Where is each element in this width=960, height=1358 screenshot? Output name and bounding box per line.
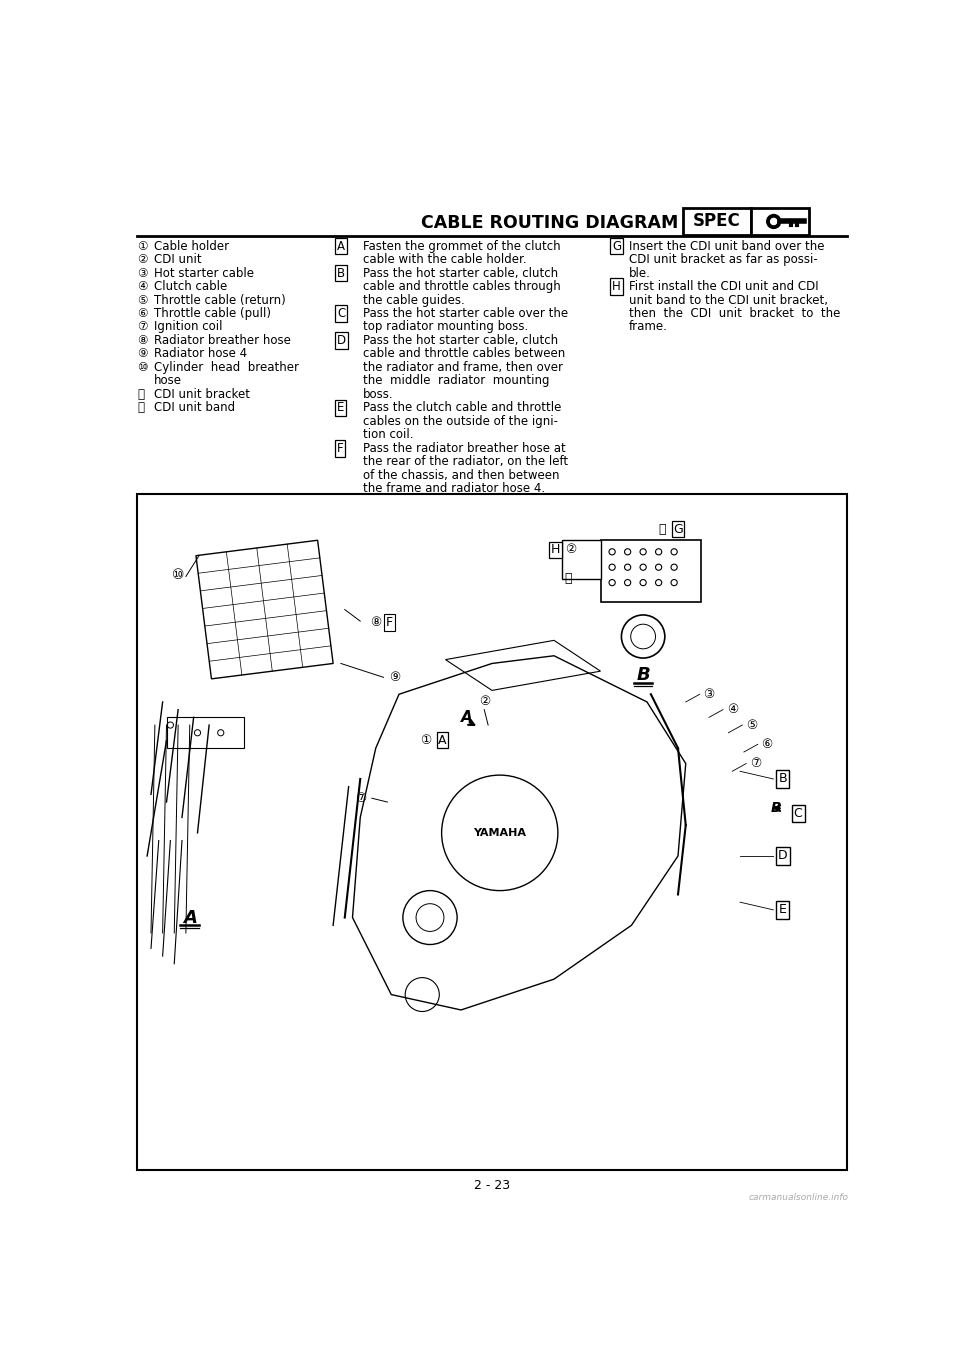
Text: H: H <box>612 280 621 293</box>
Text: E: E <box>779 903 786 917</box>
Text: ①: ① <box>420 733 432 747</box>
Text: Cable holder: Cable holder <box>155 239 229 253</box>
Text: the radiator and frame, then over: the radiator and frame, then over <box>363 361 564 373</box>
Text: ①: ① <box>137 239 148 253</box>
Text: Ignition coil: Ignition coil <box>155 320 223 334</box>
Text: Throttle cable (pull): Throttle cable (pull) <box>155 307 271 320</box>
Text: the  middle  radiator  mounting: the middle radiator mounting <box>363 375 550 387</box>
Text: 2 - 23: 2 - 23 <box>474 1179 510 1192</box>
Text: ⑥: ⑥ <box>761 737 773 751</box>
Text: CDI unit bracket as far as possi-: CDI unit bracket as far as possi- <box>629 253 818 266</box>
Text: ⑪: ⑪ <box>137 388 144 401</box>
Text: ⑨: ⑨ <box>390 671 400 684</box>
Text: SPEC: SPEC <box>693 212 740 231</box>
Text: the rear of the radiator, on the left: the rear of the radiator, on the left <box>363 455 568 469</box>
Text: Throttle cable (return): Throttle cable (return) <box>155 293 286 307</box>
Text: ⑤: ⑤ <box>137 293 148 307</box>
Text: G: G <box>612 239 621 253</box>
Text: unit band to the CDI unit bracket,: unit band to the CDI unit bracket, <box>629 293 828 307</box>
Text: ⑨: ⑨ <box>137 348 148 360</box>
Text: Pass the hot starter cable, clutch: Pass the hot starter cable, clutch <box>363 266 559 280</box>
Text: First install the CDI unit and CDI: First install the CDI unit and CDI <box>629 280 819 293</box>
Circle shape <box>767 215 780 228</box>
Text: ⑥: ⑥ <box>137 307 148 320</box>
Text: the cable guides.: the cable guides. <box>363 293 465 307</box>
Text: ⑩: ⑩ <box>137 361 148 373</box>
Text: ③: ③ <box>704 687 714 701</box>
Text: ④: ④ <box>137 280 148 293</box>
Text: Pass the radiator breather hose at: Pass the radiator breather hose at <box>363 441 566 455</box>
Text: C: C <box>337 307 346 320</box>
Text: CDI unit bracket: CDI unit bracket <box>155 388 251 401</box>
Text: Pass the hot starter cable, clutch: Pass the hot starter cable, clutch <box>363 334 559 346</box>
Text: carmanualsonline.info: carmanualsonline.info <box>749 1194 849 1202</box>
Bar <box>137 494 847 1171</box>
Text: F: F <box>337 441 344 455</box>
Text: cable and throttle cables through: cable and throttle cables through <box>363 280 561 293</box>
Text: Fasten the grommet of the clutch: Fasten the grommet of the clutch <box>363 239 561 253</box>
Text: D: D <box>778 850 787 862</box>
Bar <box>601 540 701 602</box>
Text: A: A <box>337 239 345 253</box>
Circle shape <box>771 219 777 224</box>
Text: cable with the cable holder.: cable with the cable holder. <box>363 253 527 266</box>
Text: Hot starter cable: Hot starter cable <box>155 266 254 280</box>
Text: ③: ③ <box>137 266 148 280</box>
Text: A: A <box>462 710 473 725</box>
Text: Cylinder  head  breather: Cylinder head breather <box>155 361 300 373</box>
Text: D: D <box>337 334 347 346</box>
Text: ⑪: ⑪ <box>659 523 666 536</box>
Text: hose: hose <box>155 375 182 387</box>
Text: Insert the CDI unit band over the: Insert the CDI unit band over the <box>629 239 825 253</box>
Text: Pass the hot starter cable over the: Pass the hot starter cable over the <box>363 307 568 320</box>
Text: Radiator hose 4: Radiator hose 4 <box>155 348 248 360</box>
Text: cables on the outside of the igni-: cables on the outside of the igni- <box>363 414 559 428</box>
Text: CABLE ROUTING DIAGRAM: CABLE ROUTING DIAGRAM <box>420 215 678 232</box>
Text: cable and throttle cables between: cable and throttle cables between <box>363 348 565 360</box>
Text: ⑤: ⑤ <box>746 718 757 732</box>
Text: Clutch cable: Clutch cable <box>155 280 228 293</box>
Bar <box>683 208 751 235</box>
Text: frame.: frame. <box>629 320 668 334</box>
Text: ⑫: ⑫ <box>564 572 572 585</box>
Text: ⑦: ⑦ <box>354 792 366 805</box>
Text: ⑫: ⑫ <box>137 402 144 414</box>
Text: YAMAHA: YAMAHA <box>473 828 526 838</box>
Text: ⑦: ⑦ <box>750 756 761 770</box>
Text: ②: ② <box>479 695 490 709</box>
Text: ⑩: ⑩ <box>172 568 184 583</box>
Text: ②: ② <box>137 253 148 266</box>
Text: of the chassis, and then between: of the chassis, and then between <box>363 469 560 482</box>
Text: ⑦: ⑦ <box>137 320 148 334</box>
Bar <box>751 208 809 235</box>
Text: H: H <box>551 543 561 555</box>
Text: B: B <box>337 266 346 280</box>
Text: Pass the clutch cable and throttle: Pass the clutch cable and throttle <box>363 402 562 414</box>
Text: ⑧: ⑧ <box>371 617 381 629</box>
Text: B: B <box>779 773 787 785</box>
Text: boss.: boss. <box>363 388 394 401</box>
Text: E: E <box>337 402 345 414</box>
Text: the frame and radiator hose 4.: the frame and radiator hose 4. <box>363 482 545 496</box>
Text: C: C <box>794 807 803 820</box>
Text: F: F <box>386 617 394 629</box>
Text: CDI unit: CDI unit <box>155 253 202 266</box>
Bar <box>562 540 601 579</box>
Text: CDI unit band: CDI unit band <box>155 402 235 414</box>
Text: B: B <box>636 665 650 684</box>
Text: ④: ④ <box>727 703 738 716</box>
Text: A: A <box>182 909 197 926</box>
Text: B: B <box>771 801 781 815</box>
Text: ②: ② <box>565 543 577 555</box>
Text: tion coil.: tion coil. <box>363 428 414 441</box>
Text: ⑧: ⑧ <box>137 334 148 346</box>
Text: top radiator mounting boss.: top radiator mounting boss. <box>363 320 529 334</box>
Text: Radiator breather hose: Radiator breather hose <box>155 334 291 346</box>
Text: ble.: ble. <box>629 266 651 280</box>
Text: then  the  CDI  unit  bracket  to  the: then the CDI unit bracket to the <box>629 307 841 320</box>
Text: A: A <box>438 733 446 747</box>
Text: G: G <box>673 523 683 536</box>
